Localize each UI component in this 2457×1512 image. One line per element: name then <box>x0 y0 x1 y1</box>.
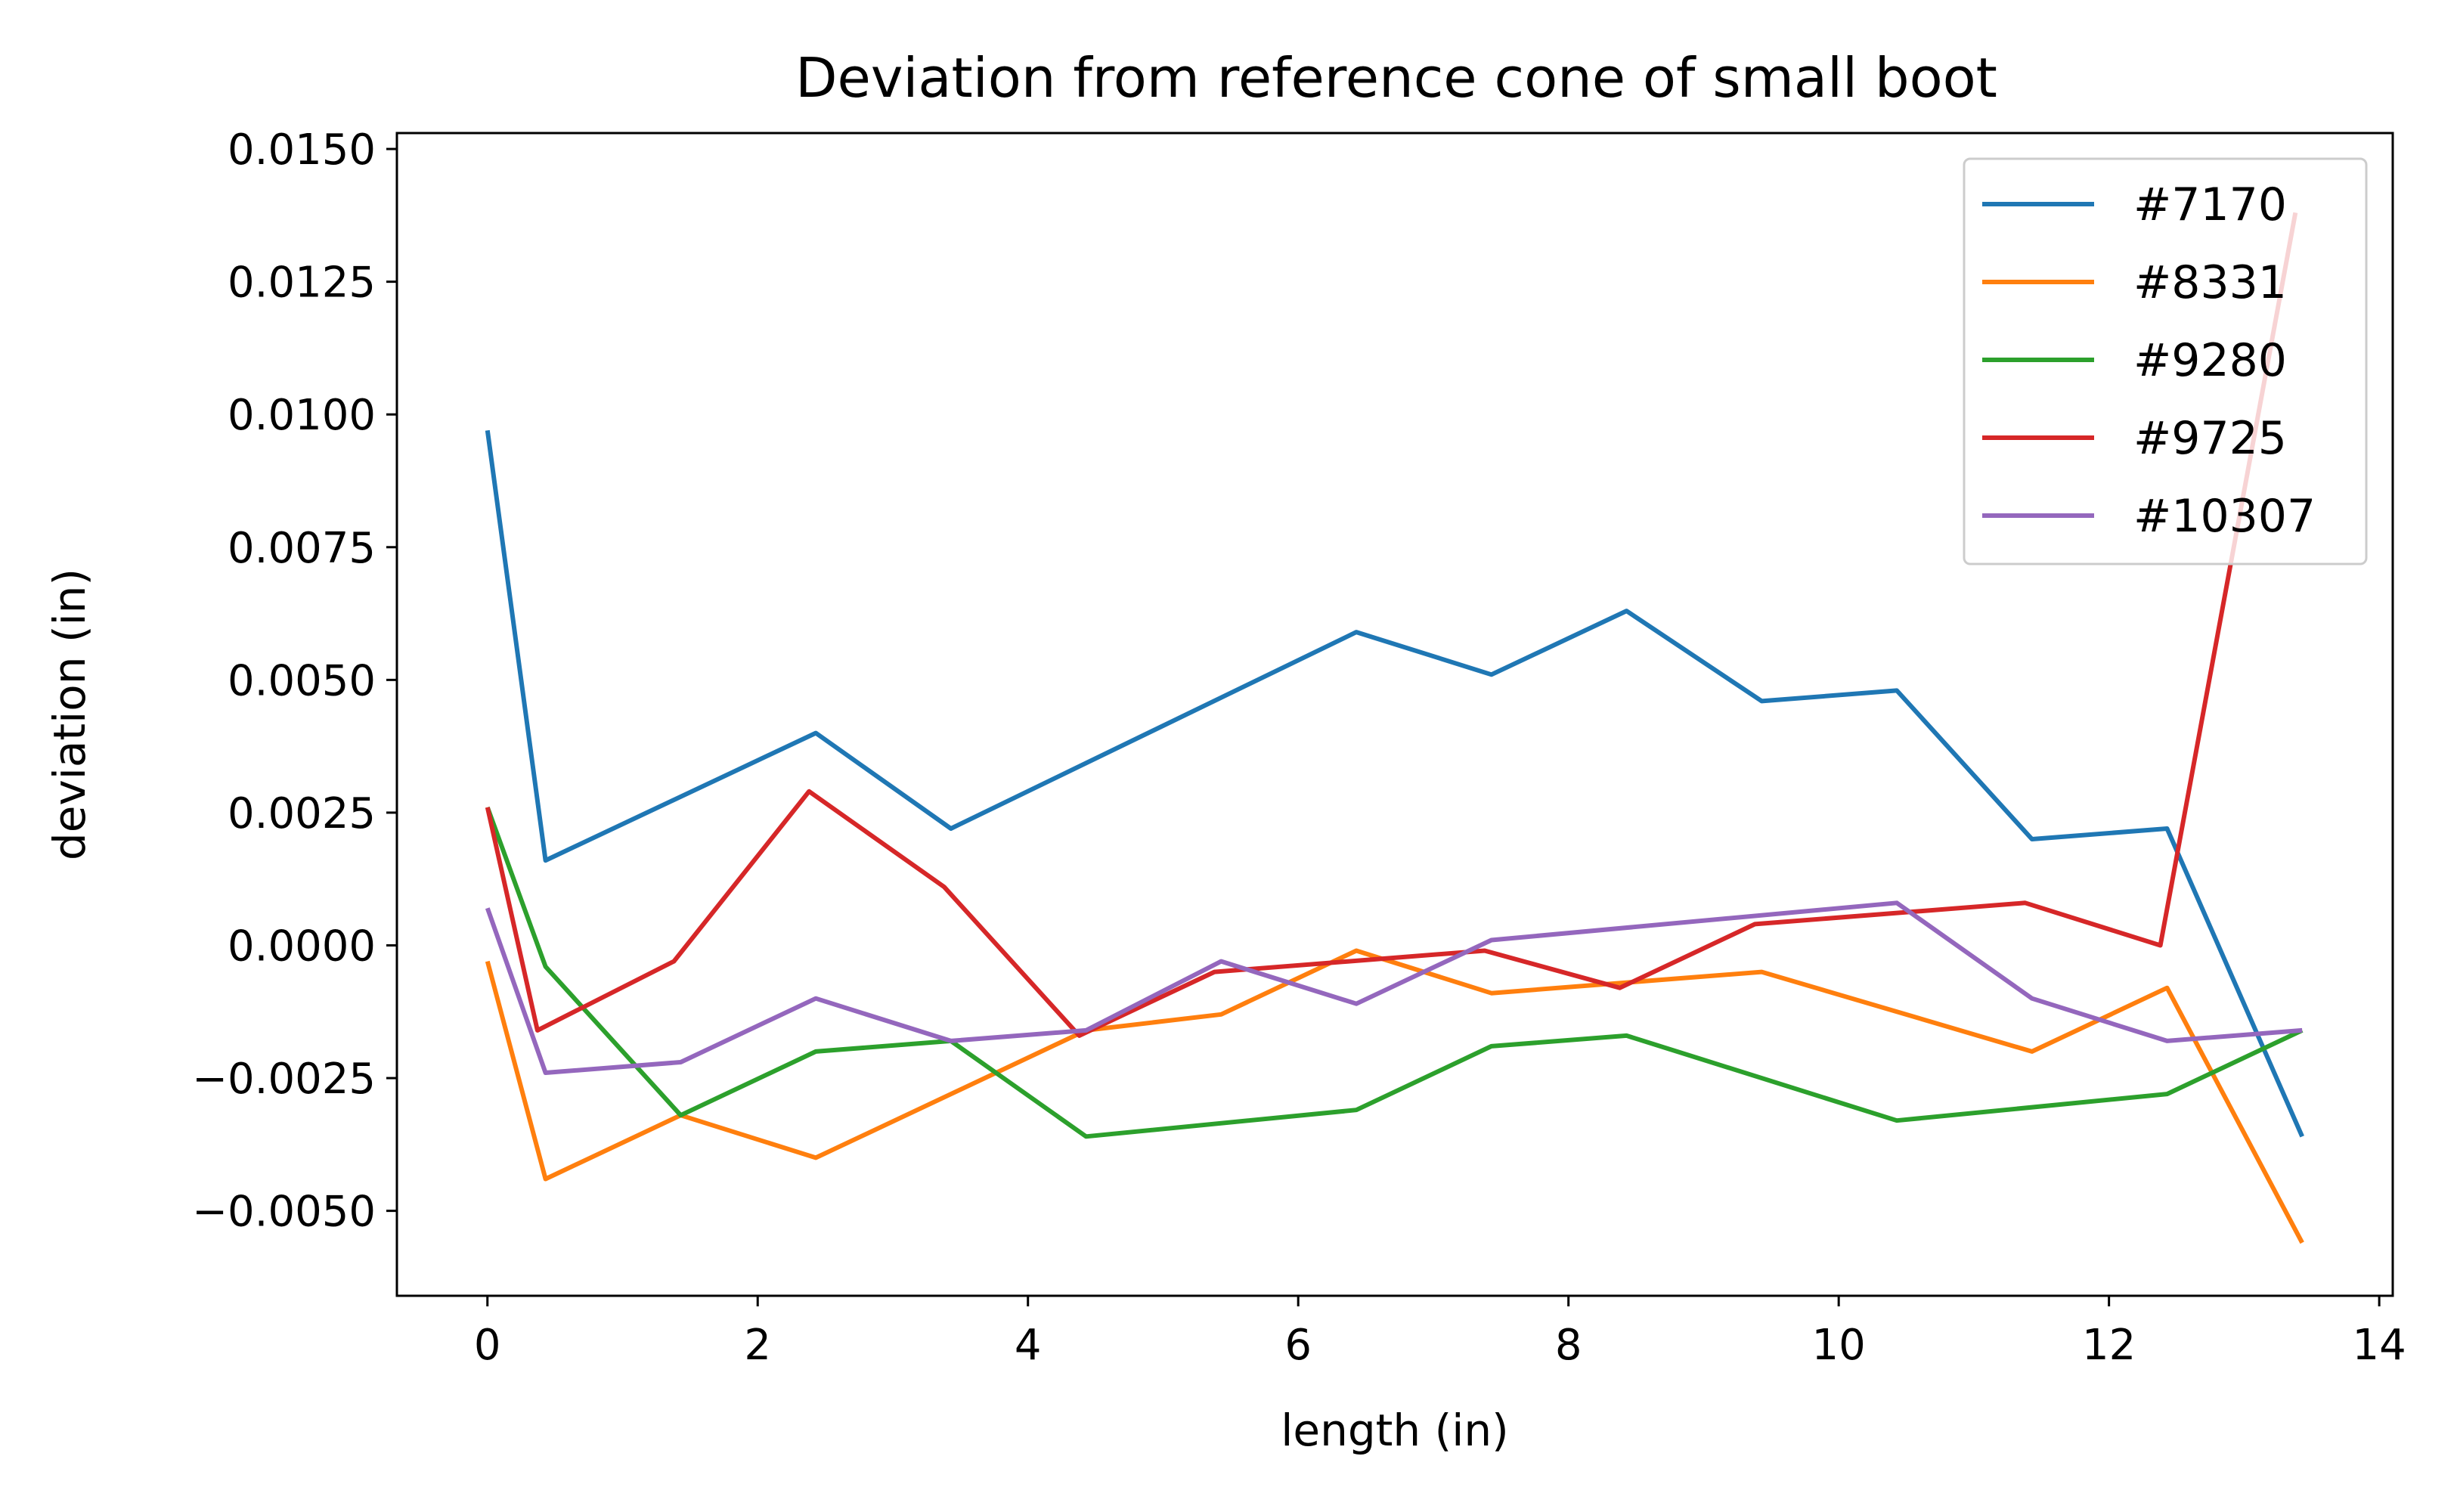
y-tick-label: −0.0050 <box>192 1188 376 1237</box>
legend-label: #9280 <box>2133 334 2287 387</box>
x-axis-label: length (in) <box>1281 1405 1508 1456</box>
legend-label: #9725 <box>2133 412 2287 465</box>
legend: #7170 #8331 #9280 #9725 #10307 <box>1963 157 2368 565</box>
y-axis-label: deviation (in) <box>44 569 95 860</box>
x-tick-label: 14 <box>2352 1321 2406 1370</box>
series-layer <box>485 212 2304 1244</box>
y-tick-label: 0.0000 <box>228 922 376 971</box>
legend-label: #7170 <box>2133 178 2287 231</box>
x-axis: 0 2 4 6 8 10 12 14 <box>474 1296 2406 1370</box>
x-tick-label: 2 <box>744 1321 771 1370</box>
series-line-4 <box>485 212 2298 1038</box>
y-tick-label: 0.0025 <box>228 789 376 838</box>
legend-label: #10307 <box>2133 490 2316 543</box>
y-tick-label: 0.0100 <box>228 391 376 440</box>
series-line-5 <box>485 900 2303 1075</box>
y-tick-label: 0.0050 <box>228 656 376 705</box>
series-line-1 <box>485 429 2304 1138</box>
series-line-3 <box>485 806 2304 1139</box>
x-tick-label: 6 <box>1284 1321 1312 1370</box>
chart-title: Deviation from reference cone of small b… <box>795 46 1997 110</box>
y-tick-label: 0.0125 <box>228 259 376 308</box>
x-tick-label: 4 <box>1015 1321 1042 1370</box>
x-tick-label: 0 <box>474 1321 501 1370</box>
x-tick-label: 8 <box>1555 1321 1582 1370</box>
x-tick-label: 12 <box>2082 1321 2136 1370</box>
legend-box <box>1963 157 2368 565</box>
y-tick-label: −0.0025 <box>192 1055 376 1104</box>
y-axis: −0.0050 −0.0025 0.0000 0.0025 0.0050 0.0075 0.… <box>192 125 397 1237</box>
y-tick-label: 0.0150 <box>228 125 376 175</box>
plot-frame <box>395 132 2394 1297</box>
legend-label: #8331 <box>2133 256 2287 309</box>
x-tick-label: 10 <box>1812 1321 1866 1370</box>
y-tick-label: 0.0075 <box>228 524 376 573</box>
